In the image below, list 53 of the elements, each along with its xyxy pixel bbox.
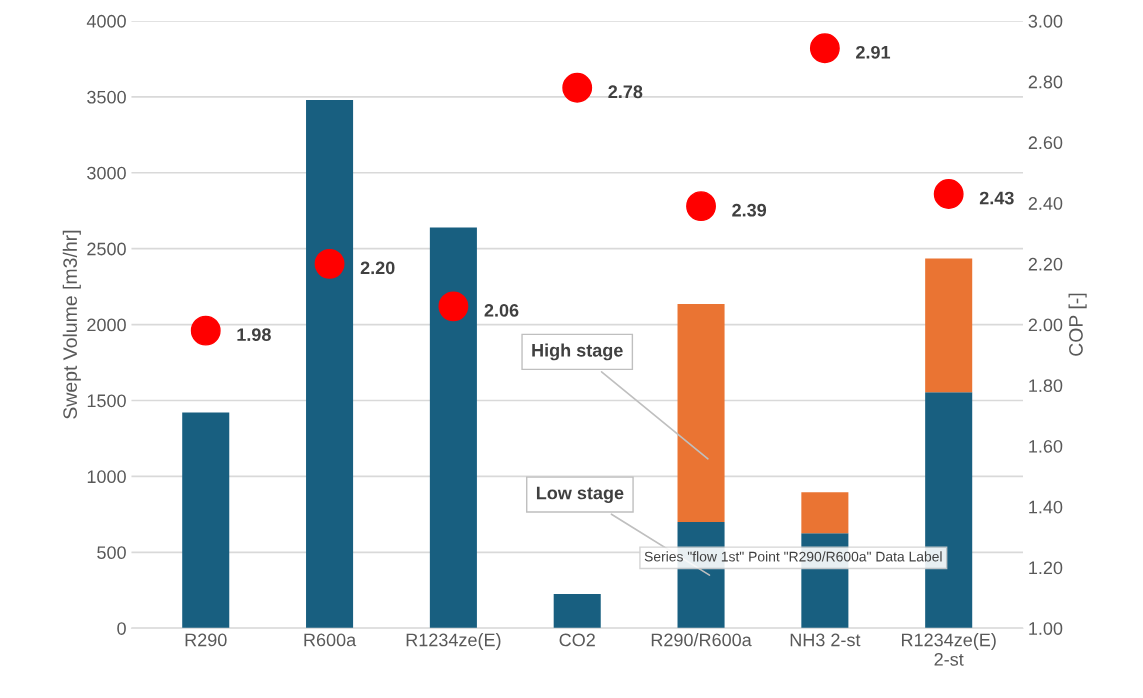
annotation: Series "flow 1st" Point "R290/R600a" Data Label xyxy=(644,551,942,562)
x-tick-label: NH3 2-st xyxy=(790,633,861,647)
y2-tick-label: 2.00 xyxy=(1028,318,1063,332)
data-label: 2.06 xyxy=(484,303,519,317)
x-tick-label: CO2 xyxy=(559,633,595,647)
x-tick-label: R600a xyxy=(304,633,357,647)
point xyxy=(686,191,716,222)
bar xyxy=(677,304,725,522)
y2-tick-label: 1.20 xyxy=(1029,561,1063,575)
bar xyxy=(925,258,973,393)
data-label: 2.39 xyxy=(732,203,767,217)
point xyxy=(562,72,593,103)
point xyxy=(809,33,840,64)
y-tick-label: 3000 xyxy=(87,166,126,180)
x-tick-label: R290 xyxy=(185,633,227,647)
y2-tick-label: 2.60 xyxy=(1028,136,1063,150)
x-tick-label: R1234ze(E) 2-st xyxy=(902,633,996,666)
data-label: 1.98 xyxy=(237,328,271,342)
y2-tick-label: 2.40 xyxy=(1028,197,1063,210)
data-label: 2.78 xyxy=(608,85,643,99)
y-tick-label: 1500 xyxy=(87,394,126,408)
y-tick-label: 0 xyxy=(117,622,126,635)
annotation: High stage xyxy=(532,343,623,361)
y-tick-label: 3500 xyxy=(87,90,126,104)
bar xyxy=(306,99,354,629)
data-label: 2.91 xyxy=(856,45,891,59)
y2-tick-label: 2.80 xyxy=(1028,75,1063,89)
y2-tick-label: 1.00 xyxy=(1029,622,1063,635)
y-tick-label: 1000 xyxy=(87,470,126,484)
data-label: 2.43 xyxy=(979,191,1014,205)
y-tick-label: 2500 xyxy=(87,242,126,256)
data-label: 2.20 xyxy=(360,261,395,275)
y2-tick-label: 1.40 xyxy=(1029,500,1063,514)
y-tick-label: 500 xyxy=(97,546,126,560)
y2-tick-label: 1.60 xyxy=(1029,439,1063,453)
point xyxy=(314,248,345,279)
annotation: Low stage xyxy=(536,486,624,504)
y2-tick-label: 2.20 xyxy=(1028,257,1063,271)
y-tick-label: 2000 xyxy=(87,318,126,332)
y-axis-title: Swept Volume [m3/hr] xyxy=(62,230,81,419)
point xyxy=(438,291,469,322)
x-tick-label: R290/R600a xyxy=(651,633,752,647)
x-tick-label: R1234ze(E) xyxy=(406,633,501,650)
bar xyxy=(182,412,230,629)
bar xyxy=(429,227,477,629)
bar xyxy=(801,492,849,534)
y2-tick-label: 1.80 xyxy=(1029,379,1063,393)
y2-tick-label: 3.00 xyxy=(1028,14,1063,28)
y2-axis-title: COP [-] xyxy=(1068,293,1087,356)
y-tick-label: 4000 xyxy=(86,14,126,28)
point xyxy=(190,315,221,346)
bar xyxy=(553,594,601,629)
point xyxy=(933,179,964,209)
